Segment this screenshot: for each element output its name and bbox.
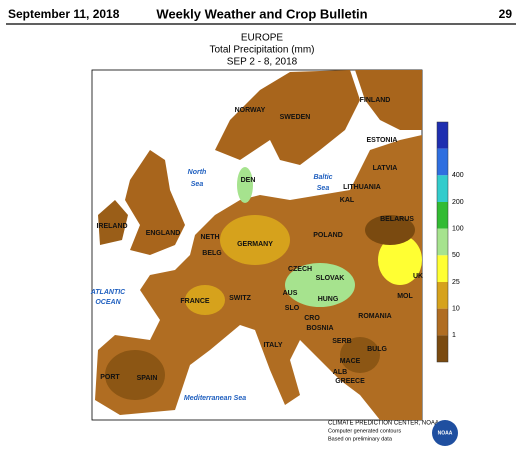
legend-swatch: [437, 308, 448, 336]
sea-label: Mediterranean Sea: [184, 395, 246, 402]
country-label: FINLAND: [360, 97, 391, 104]
country-label: ITALY: [263, 342, 282, 349]
credit-line: CLIMATE PREDICTION CENTER, NOAA: [328, 421, 439, 427]
country-label: ENGLAND: [146, 230, 181, 237]
britain: [125, 150, 185, 255]
country-label: DEN: [241, 177, 256, 184]
country-label: BOSNIA: [306, 325, 333, 332]
credit-line: Computer generated contours: [328, 428, 401, 434]
country-label: NETH: [200, 234, 219, 241]
precip-zone: [340, 337, 380, 373]
legend-label: 1: [452, 332, 456, 339]
country-label: MOL: [397, 293, 413, 300]
precip-zone: [105, 350, 165, 400]
precip-zone: [185, 285, 225, 315]
legend-swatch: [437, 255, 448, 282]
legend-swatch: [437, 282, 448, 309]
country-label: ALB: [333, 369, 347, 376]
country-label: SWEDEN: [280, 114, 311, 121]
credits: CLIMATE PREDICTION CENTER, NOAAComputer …: [328, 421, 439, 443]
country-label: KAL: [340, 197, 355, 204]
bulletin-title: Weekly Weather and Crop Bulletin: [156, 6, 367, 21]
country-label: BELARUS: [380, 216, 414, 223]
country-label: SLOVAK: [316, 275, 345, 282]
map-variable: Total Precipitation (mm): [209, 45, 314, 56]
sea-label: Sea: [191, 181, 204, 188]
country-label: ESTONIA: [367, 137, 398, 144]
country-label: GERMANY: [237, 241, 273, 248]
map: NORWAY SWEDEN FINLAND ESTONIA LATVIA LITHUANI…: [90, 69, 423, 421]
country-label: NORWAY: [235, 107, 266, 114]
noaa-logo: [432, 420, 458, 446]
legend: 400 200 100 50 25 10 1: [436, 121, 464, 363]
precip-zone: [285, 263, 355, 307]
legend-label: 50: [452, 252, 460, 259]
credit-line: Based on preliminary data: [328, 436, 393, 442]
legend-label: 25: [452, 279, 460, 286]
sea-label: ATLANTIC: [90, 289, 126, 296]
legend-swatch: [437, 175, 448, 202]
map-region: EUROPE: [241, 33, 284, 44]
country-label: POLAND: [313, 232, 343, 239]
legend-border: [436, 121, 449, 363]
legend-swatch: [437, 202, 448, 229]
country-label: CRO: [304, 315, 320, 322]
country-label: SERB: [332, 338, 351, 345]
country-label: UK: [413, 273, 423, 280]
map-period: SEP 2 - 8, 2018: [227, 57, 298, 68]
sea-label: OCEAN: [95, 299, 121, 306]
precip-zone: [378, 235, 422, 285]
country-label: CZECH: [288, 266, 312, 273]
legend-label: 200: [452, 199, 464, 206]
sea-label: North: [188, 169, 207, 176]
country-label: MACE: [340, 358, 361, 365]
country-label: SWITZ: [229, 295, 251, 302]
country-label: LITHUANIA: [343, 184, 381, 191]
country-label: BELG: [202, 250, 222, 257]
scandinavia: [215, 70, 360, 165]
legend-swatch: [437, 335, 448, 362]
sea-label: Sea: [317, 185, 330, 192]
sea-label: Baltic: [313, 174, 332, 181]
country-label: IRELAND: [96, 223, 127, 230]
country-label: SLO: [285, 305, 300, 312]
legend-swatch: [437, 122, 448, 149]
finland: [355, 70, 422, 130]
precip-zone: [365, 215, 415, 245]
logo-text: NOAA: [438, 430, 453, 436]
legend-swatch: [437, 228, 448, 256]
country-label: BULG: [367, 346, 387, 353]
legend-swatch: [437, 148, 448, 176]
date: September 11, 2018: [8, 7, 120, 21]
country-label: AUS: [283, 290, 298, 297]
legend-label: 100: [452, 226, 464, 233]
country-label: PORT: [100, 374, 120, 381]
legend-label: 400: [452, 172, 464, 179]
ireland: [98, 200, 128, 245]
country-label: SPAIN: [137, 375, 158, 382]
country-label: LATVIA: [373, 165, 398, 172]
country-label: HUNG: [318, 296, 339, 303]
legend-label: 10: [452, 306, 460, 313]
page-number: 29: [499, 7, 513, 21]
country-label: GREECE: [335, 378, 365, 385]
precip-zone: [220, 215, 290, 265]
continent: [95, 135, 422, 420]
country-label: FRANCE: [180, 298, 209, 305]
country-label: ROMANIA: [358, 313, 391, 320]
precip-zone: [237, 167, 253, 203]
